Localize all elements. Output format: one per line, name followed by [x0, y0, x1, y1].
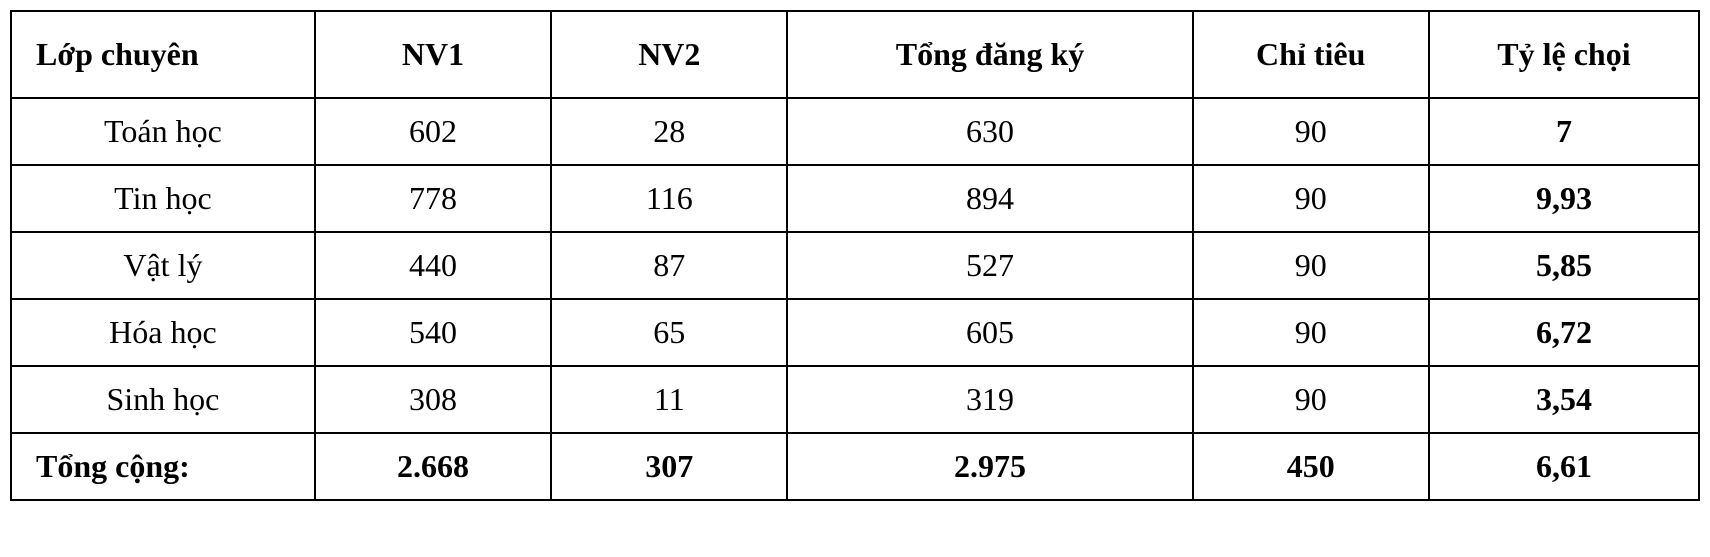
- cell-quota: 90: [1193, 232, 1429, 299]
- cell-ratio: 9,93: [1429, 165, 1699, 232]
- cell-nv2: 65: [551, 299, 787, 366]
- cell-total: 894: [787, 165, 1192, 232]
- header-nv2: NV2: [551, 11, 787, 98]
- cell-total: 605: [787, 299, 1192, 366]
- cell-total-quota: 450: [1193, 433, 1429, 500]
- cell-ratio: 6,72: [1429, 299, 1699, 366]
- header-nv1: NV1: [315, 11, 551, 98]
- cell-ratio: 7: [1429, 98, 1699, 165]
- cell-quota: 90: [1193, 366, 1429, 433]
- cell-subject: Tin học: [11, 165, 315, 232]
- cell-subject: Vật lý: [11, 232, 315, 299]
- cell-subject: Toán học: [11, 98, 315, 165]
- cell-nv1: 602: [315, 98, 551, 165]
- cell-nv2: 28: [551, 98, 787, 165]
- cell-subject: Sinh học: [11, 366, 315, 433]
- cell-subject: Hóa học: [11, 299, 315, 366]
- table-row: Vật lý 440 87 527 90 5,85: [11, 232, 1699, 299]
- cell-nv2: 116: [551, 165, 787, 232]
- header-total: Tổng đăng ký: [787, 11, 1192, 98]
- cell-nv2: 87: [551, 232, 787, 299]
- table-header: Lớp chuyên NV1 NV2 Tổng đăng ký Chỉ tiêu…: [11, 11, 1699, 98]
- cell-total-nv1: 2.668: [315, 433, 551, 500]
- header-ratio: Tỷ lệ chọi: [1429, 11, 1699, 98]
- admission-stats-table: Lớp chuyên NV1 NV2 Tổng đăng ký Chỉ tiêu…: [10, 10, 1700, 501]
- cell-total-label: Tổng cộng:: [11, 433, 315, 500]
- header-row: Lớp chuyên NV1 NV2 Tổng đăng ký Chỉ tiêu…: [11, 11, 1699, 98]
- header-subject: Lớp chuyên: [11, 11, 315, 98]
- cell-quota: 90: [1193, 299, 1429, 366]
- table-row: Tin học 778 116 894 90 9,93: [11, 165, 1699, 232]
- table-row: Hóa học 540 65 605 90 6,72: [11, 299, 1699, 366]
- cell-quota: 90: [1193, 98, 1429, 165]
- table-total-row: Tổng cộng: 2.668 307 2.975 450 6,61: [11, 433, 1699, 500]
- cell-total-nv2: 307: [551, 433, 787, 500]
- cell-total: 630: [787, 98, 1192, 165]
- cell-total: 527: [787, 232, 1192, 299]
- cell-nv2: 11: [551, 366, 787, 433]
- cell-nv1: 308: [315, 366, 551, 433]
- table-row: Sinh học 308 11 319 90 3,54: [11, 366, 1699, 433]
- cell-ratio: 3,54: [1429, 366, 1699, 433]
- table-body: Toán học 602 28 630 90 7 Tin học 778 116…: [11, 98, 1699, 500]
- cell-total: 319: [787, 366, 1192, 433]
- cell-nv1: 440: [315, 232, 551, 299]
- cell-quota: 90: [1193, 165, 1429, 232]
- table-row: Toán học 602 28 630 90 7: [11, 98, 1699, 165]
- cell-ratio: 5,85: [1429, 232, 1699, 299]
- header-quota: Chỉ tiêu: [1193, 11, 1429, 98]
- cell-nv1: 540: [315, 299, 551, 366]
- cell-total-total: 2.975: [787, 433, 1192, 500]
- cell-nv1: 778: [315, 165, 551, 232]
- cell-total-ratio: 6,61: [1429, 433, 1699, 500]
